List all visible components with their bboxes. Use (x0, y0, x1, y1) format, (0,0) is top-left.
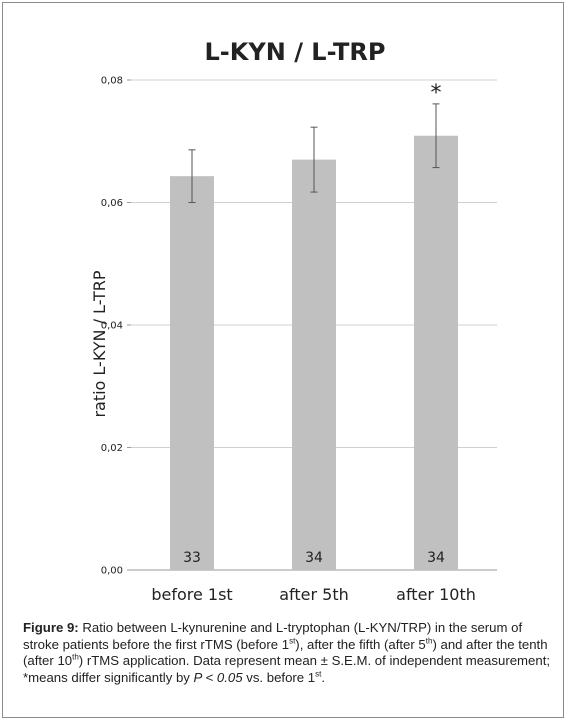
n-labels: 33 34 34 (183, 550, 445, 566)
significance-markers: * (431, 81, 442, 106)
x-tick-labels: before 1st after 5th after 10th (151, 585, 476, 604)
y-tick-label: 0,02 (101, 443, 123, 454)
bars (170, 135, 458, 571)
caption-text-5: vs. before 1 (242, 669, 316, 685)
x-tick-label: before 1st (151, 585, 232, 604)
n-label: 34 (427, 550, 445, 566)
caption-sup-2: th (425, 636, 433, 646)
y-tick-label: 0,00 (101, 566, 123, 577)
y-tick-labels: 0,00 0,02 0,04 0,06 0,08 (101, 76, 123, 577)
y-tick-label: 0,08 (101, 76, 123, 87)
chart-title: L-KYN / L-TRP (205, 38, 386, 66)
caption-text-4: ) rTMS application. Data represent mean … (23, 653, 551, 685)
caption-text-3: ) and after the tenth (after 10 (23, 636, 548, 669)
bar (292, 159, 336, 570)
caption-pvalue: P < 0.05 (193, 669, 243, 685)
y-tick-label: 0,04 (101, 321, 123, 332)
error-bars (188, 103, 440, 203)
y-axis-label: ratio L-KYN / L-TRP (90, 270, 109, 417)
chart-container: 0,00 0,02 0,04 0,06 0,08 before 1st after 5th… (23, 13, 549, 609)
caption-text-2: ), after the fifth (after 5 (295, 636, 426, 652)
caption-sup-3: th (72, 652, 79, 662)
y-tick-label: 0,06 (101, 198, 123, 209)
bar-chart: 0,00 0,02 0,04 0,06 0,08 before 1st after 5th… (69, 13, 505, 604)
bar (414, 135, 458, 571)
figure-label: Figure 9: (23, 620, 79, 635)
bar (170, 176, 214, 570)
x-tick-label: after 5th (279, 585, 349, 604)
significance-asterisk: * (431, 81, 442, 106)
caption-text-6: . (321, 669, 326, 685)
figure-caption: Figure 9: Ratio between L-kynurenine and… (23, 620, 551, 686)
n-label: 34 (305, 550, 323, 566)
n-label: 33 (183, 550, 201, 566)
caption-sup-4: st (315, 669, 322, 679)
x-tick-label: after 10th (396, 585, 476, 604)
caption-text-1: Ratio between L-kynurenine and L-tryptop… (23, 620, 523, 652)
caption-sup-1: st (289, 636, 296, 646)
